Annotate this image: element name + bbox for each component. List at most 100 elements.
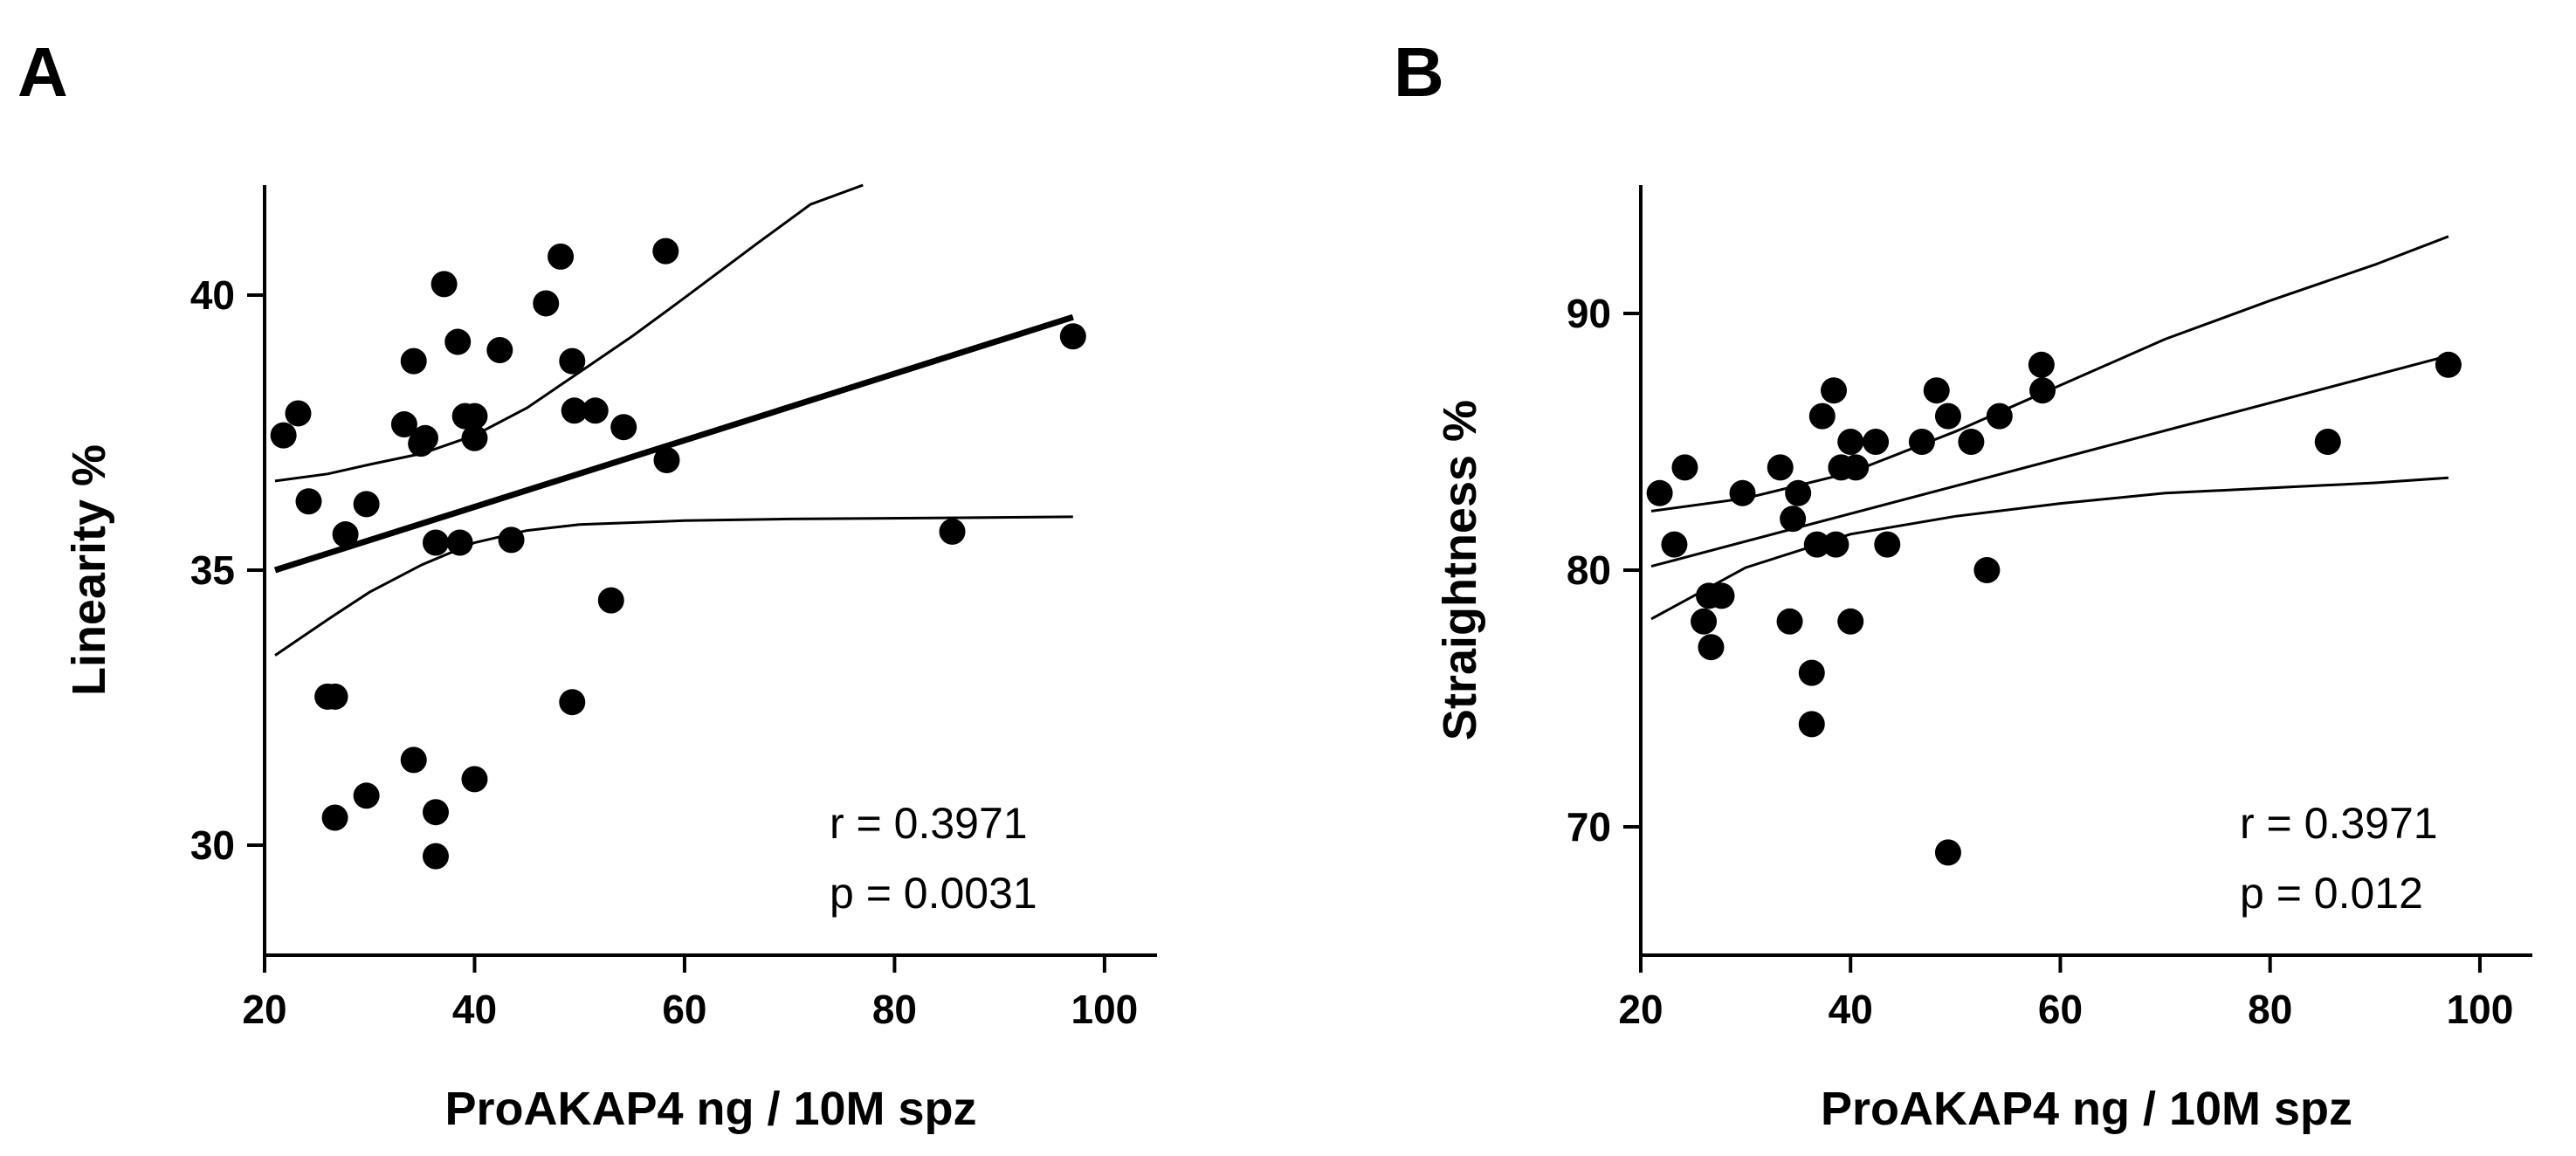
data-point (1986, 403, 2013, 430)
data-point (1923, 377, 1950, 404)
data-point (1798, 659, 1825, 686)
data-point (353, 782, 380, 809)
data-point (321, 804, 348, 831)
x-axis-title: ProAKAP4 ng / 10M spz (444, 1083, 976, 1135)
data-point (1934, 403, 1961, 430)
data-point (582, 397, 609, 424)
data-point (1803, 531, 1830, 558)
data-point (652, 237, 679, 265)
data-point (461, 766, 488, 793)
x-tick-label: 40 (452, 987, 497, 1032)
panel-b-letter: B (1394, 33, 1444, 111)
x-tick-label: 80 (872, 987, 917, 1032)
data-point (1708, 582, 1735, 609)
data-point (1934, 839, 1961, 866)
data-point (353, 491, 380, 518)
y-tick-label: 40 (190, 272, 235, 318)
x-tick-label: 20 (242, 987, 286, 1032)
y-tick-label: 30 (190, 822, 235, 868)
data-point (430, 271, 458, 298)
data-point (559, 347, 586, 375)
data-point (1837, 608, 1864, 635)
ci-upper-curve (1650, 235, 2449, 513)
data-point (1691, 608, 1718, 635)
data-point (1821, 377, 1848, 404)
data-point (653, 447, 680, 473)
data-point (1698, 634, 1725, 661)
data-point (285, 400, 312, 427)
regression-line (1650, 354, 2449, 568)
data-point (498, 526, 525, 554)
x-tick-label: 60 (2038, 987, 2083, 1032)
data-point (1958, 429, 1985, 455)
data-point (1842, 454, 1870, 481)
y-tick-label: 80 (1567, 547, 1611, 593)
x-tick-label: 100 (1071, 987, 1139, 1032)
data-point (390, 411, 417, 438)
ci-lower-curve (1650, 476, 2449, 621)
data-point (270, 422, 297, 449)
data-point (1767, 454, 1794, 481)
data-point (2029, 377, 2056, 404)
ci-upper-curve (274, 183, 864, 483)
data-point (548, 243, 575, 270)
data-point (1973, 557, 2001, 583)
panel-b-straightness-chart: 20 40 60 80 100 70 80 90 ProAKAP4 ng / 10M spz St… (1434, 185, 2532, 1135)
data-point (597, 587, 624, 614)
y-axis-title: Linearity % (63, 444, 115, 696)
data-point (939, 518, 966, 545)
data-point (1808, 403, 1836, 430)
data-point (446, 529, 473, 556)
p-value-annotation: p = 0.0031 (830, 869, 1037, 918)
data-point (444, 328, 472, 355)
data-point (1780, 506, 1807, 533)
data-point (1661, 531, 1688, 558)
y-axis-title: Straightness % (1434, 400, 1486, 740)
data-point (2435, 351, 2462, 378)
regression-line (273, 313, 1074, 574)
data-point (1671, 454, 1698, 481)
data-point (321, 683, 348, 710)
data-point (1822, 531, 1849, 558)
r-value-annotation: r = 0.3971 (830, 799, 1028, 848)
data-point (1785, 479, 1812, 506)
x-tick-label: 20 (1618, 987, 1663, 1032)
x-tick-label: 80 (2248, 987, 2292, 1032)
y-tick-label: 90 (1567, 291, 1611, 336)
y-tick-label: 70 (1567, 804, 1611, 850)
data-point (422, 799, 449, 826)
data-point (1798, 711, 1825, 738)
data-point (400, 347, 427, 375)
data-point (1729, 479, 1756, 506)
data-point (533, 290, 560, 317)
data-point (461, 403, 488, 430)
data-point (1863, 429, 1890, 455)
data-point (2314, 429, 2341, 455)
ci-lower-curve (274, 515, 1073, 657)
data-point (422, 843, 449, 870)
data-point (610, 414, 637, 441)
data-point (1646, 479, 1673, 506)
panel-a-linearity-chart: 20 40 60 80 100 30 35 40 ProAKAP4 ng / 10M spz Li… (63, 183, 1157, 1135)
data-point (2028, 351, 2055, 378)
data-point (295, 488, 322, 515)
data-point (411, 424, 438, 451)
data-point (422, 529, 449, 556)
data-point (461, 424, 488, 451)
p-value-annotation: p = 0.012 (2240, 869, 2423, 918)
x-tick-label: 100 (2447, 987, 2514, 1032)
data-point (486, 337, 513, 363)
y-tick-label: 35 (190, 547, 235, 593)
data-point (1837, 429, 1864, 455)
x-axis-title: ProAKAP4 ng / 10M spz (1821, 1083, 2352, 1135)
data-point (1059, 323, 1086, 350)
data-point (1776, 608, 1803, 635)
data-point (1874, 531, 1901, 558)
panel-a-letter: A (17, 33, 68, 111)
data-point (559, 689, 586, 716)
r-value-annotation: r = 0.3971 (2240, 799, 2438, 848)
data-point (332, 521, 359, 548)
x-tick-label: 40 (1829, 987, 1873, 1032)
x-tick-label: 60 (662, 987, 706, 1032)
